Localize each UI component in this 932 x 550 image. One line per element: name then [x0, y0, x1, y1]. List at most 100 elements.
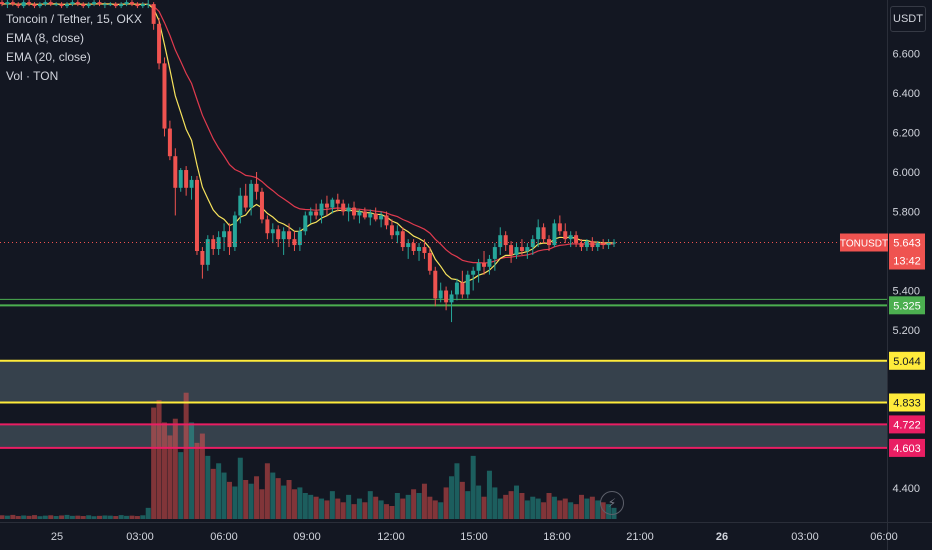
candle-body[interactable] — [427, 252, 432, 271]
candle-body[interactable] — [32, 4, 37, 7]
candle-body[interactable] — [314, 211, 319, 216]
legend-symbol[interactable]: Toncoin / Tether, 15, OKX — [6, 12, 142, 26]
candle-body[interactable] — [21, 2, 26, 7]
candle-body[interactable] — [330, 199, 335, 208]
lightning-icon[interactable]: ⚡ — [600, 491, 624, 515]
candle-body[interactable] — [547, 239, 552, 246]
candle-body[interactable] — [379, 215, 384, 220]
candle-body[interactable] — [601, 243, 606, 246]
candle-body[interactable] — [525, 247, 530, 251]
candle-body[interactable] — [211, 239, 216, 250]
candle-body[interactable] — [129, 2, 134, 5]
candle-body[interactable] — [514, 247, 519, 255]
candle-body[interactable] — [189, 179, 194, 188]
candle-body[interactable] — [438, 290, 443, 299]
candle-body[interactable] — [476, 262, 481, 271]
candle-body[interactable] — [200, 251, 205, 265]
candle-body[interactable] — [319, 203, 324, 216]
currency-button[interactable]: USDT — [890, 6, 926, 32]
candle-body[interactable] — [308, 211, 313, 216]
candle-body[interactable] — [433, 270, 438, 299]
candle-body[interactable] — [487, 258, 492, 267]
candle-body[interactable] — [238, 195, 243, 216]
candle-body[interactable] — [335, 199, 340, 204]
candle-body[interactable] — [70, 2, 75, 5]
candle-body[interactable] — [352, 207, 357, 216]
candle-body[interactable] — [232, 215, 237, 248]
candle-body[interactable] — [395, 231, 400, 236]
candle-body[interactable] — [81, 4, 86, 7]
candle-body[interactable] — [178, 170, 183, 188]
candle-body[interactable] — [249, 183, 254, 208]
candle-body[interactable] — [5, 2, 10, 5]
candle-body[interactable] — [449, 294, 454, 303]
candle-body[interactable] — [552, 223, 557, 246]
candle-body[interactable] — [362, 211, 367, 218]
candle-body[interactable] — [541, 227, 546, 240]
candle-body[interactable] — [406, 243, 411, 248]
candle-body[interactable] — [492, 247, 497, 259]
candle-body[interactable] — [584, 241, 589, 248]
candle-body[interactable] — [167, 128, 172, 157]
candle-body[interactable] — [102, 4, 107, 6]
candle-body[interactable] — [400, 231, 405, 248]
candle-body[interactable] — [205, 239, 210, 265]
candle-body[interactable] — [557, 223, 562, 232]
candle-body[interactable] — [254, 183, 259, 192]
candle-body[interactable] — [574, 235, 579, 244]
candle-body[interactable] — [97, 2, 102, 5]
candle-body[interactable] — [287, 231, 292, 240]
candle-body[interactable] — [595, 243, 600, 248]
candle-body[interactable] — [568, 235, 573, 240]
candle-body[interactable] — [173, 156, 178, 188]
candle-body[interactable] — [411, 243, 416, 251]
legend-ema8[interactable]: EMA (8, close) — [6, 31, 85, 45]
candle-body[interactable] — [389, 225, 394, 236]
candle-body[interactable] — [135, 4, 140, 7]
candle-body[interactable] — [124, 2, 129, 5]
candle-body[interactable] — [59, 4, 64, 7]
candle-body[interactable] — [0, 2, 4, 5]
candle-body[interactable] — [86, 4, 91, 7]
candle-body[interactable] — [536, 227, 541, 240]
candle-body[interactable] — [43, 2, 48, 5]
candle-body[interactable] — [227, 231, 232, 248]
candle-body[interactable] — [460, 282, 465, 295]
candle-body[interactable] — [454, 282, 459, 295]
candle-body[interactable] — [146, 4, 151, 6]
candle-body[interactable] — [357, 211, 362, 216]
candle-body[interactable] — [606, 243, 611, 246]
candle-body[interactable] — [444, 290, 449, 303]
candle-body[interactable] — [54, 4, 59, 6]
candle-body[interactable] — [216, 237, 221, 250]
candle-body[interactable] — [276, 229, 281, 240]
legend-ema20[interactable]: EMA (20, close) — [6, 50, 91, 64]
candle-body[interactable] — [37, 4, 42, 7]
candle-body[interactable] — [297, 231, 302, 246]
candle-body[interactable] — [184, 170, 189, 188]
legend-volume[interactable]: Vol · TON — [6, 69, 59, 83]
candle-body[interactable] — [417, 247, 422, 251]
candle-body[interactable] — [259, 191, 264, 220]
candle-body[interactable] — [64, 4, 69, 7]
candle-body[interactable] — [270, 229, 275, 234]
candle-body[interactable] — [113, 4, 118, 7]
candle-body[interactable] — [292, 239, 297, 246]
candle-body[interactable] — [48, 2, 53, 5]
candle-body[interactable] — [108, 4, 113, 6]
candle-body[interactable] — [151, 4, 156, 24]
candle-body[interactable] — [590, 241, 595, 248]
candle-body[interactable] — [503, 235, 508, 246]
candle-body[interactable] — [368, 213, 373, 218]
candle-body[interactable] — [16, 4, 21, 7]
candle-body[interactable] — [10, 2, 15, 5]
candle-body[interactable] — [27, 2, 32, 5]
candle-body[interactable] — [471, 270, 476, 275]
candle-body[interactable] — [519, 247, 524, 251]
candle-body[interactable] — [140, 4, 145, 7]
candle-body[interactable] — [509, 245, 514, 255]
candle-body[interactable] — [422, 247, 427, 253]
candle-body[interactable] — [281, 231, 286, 240]
candle-body[interactable] — [324, 203, 329, 208]
